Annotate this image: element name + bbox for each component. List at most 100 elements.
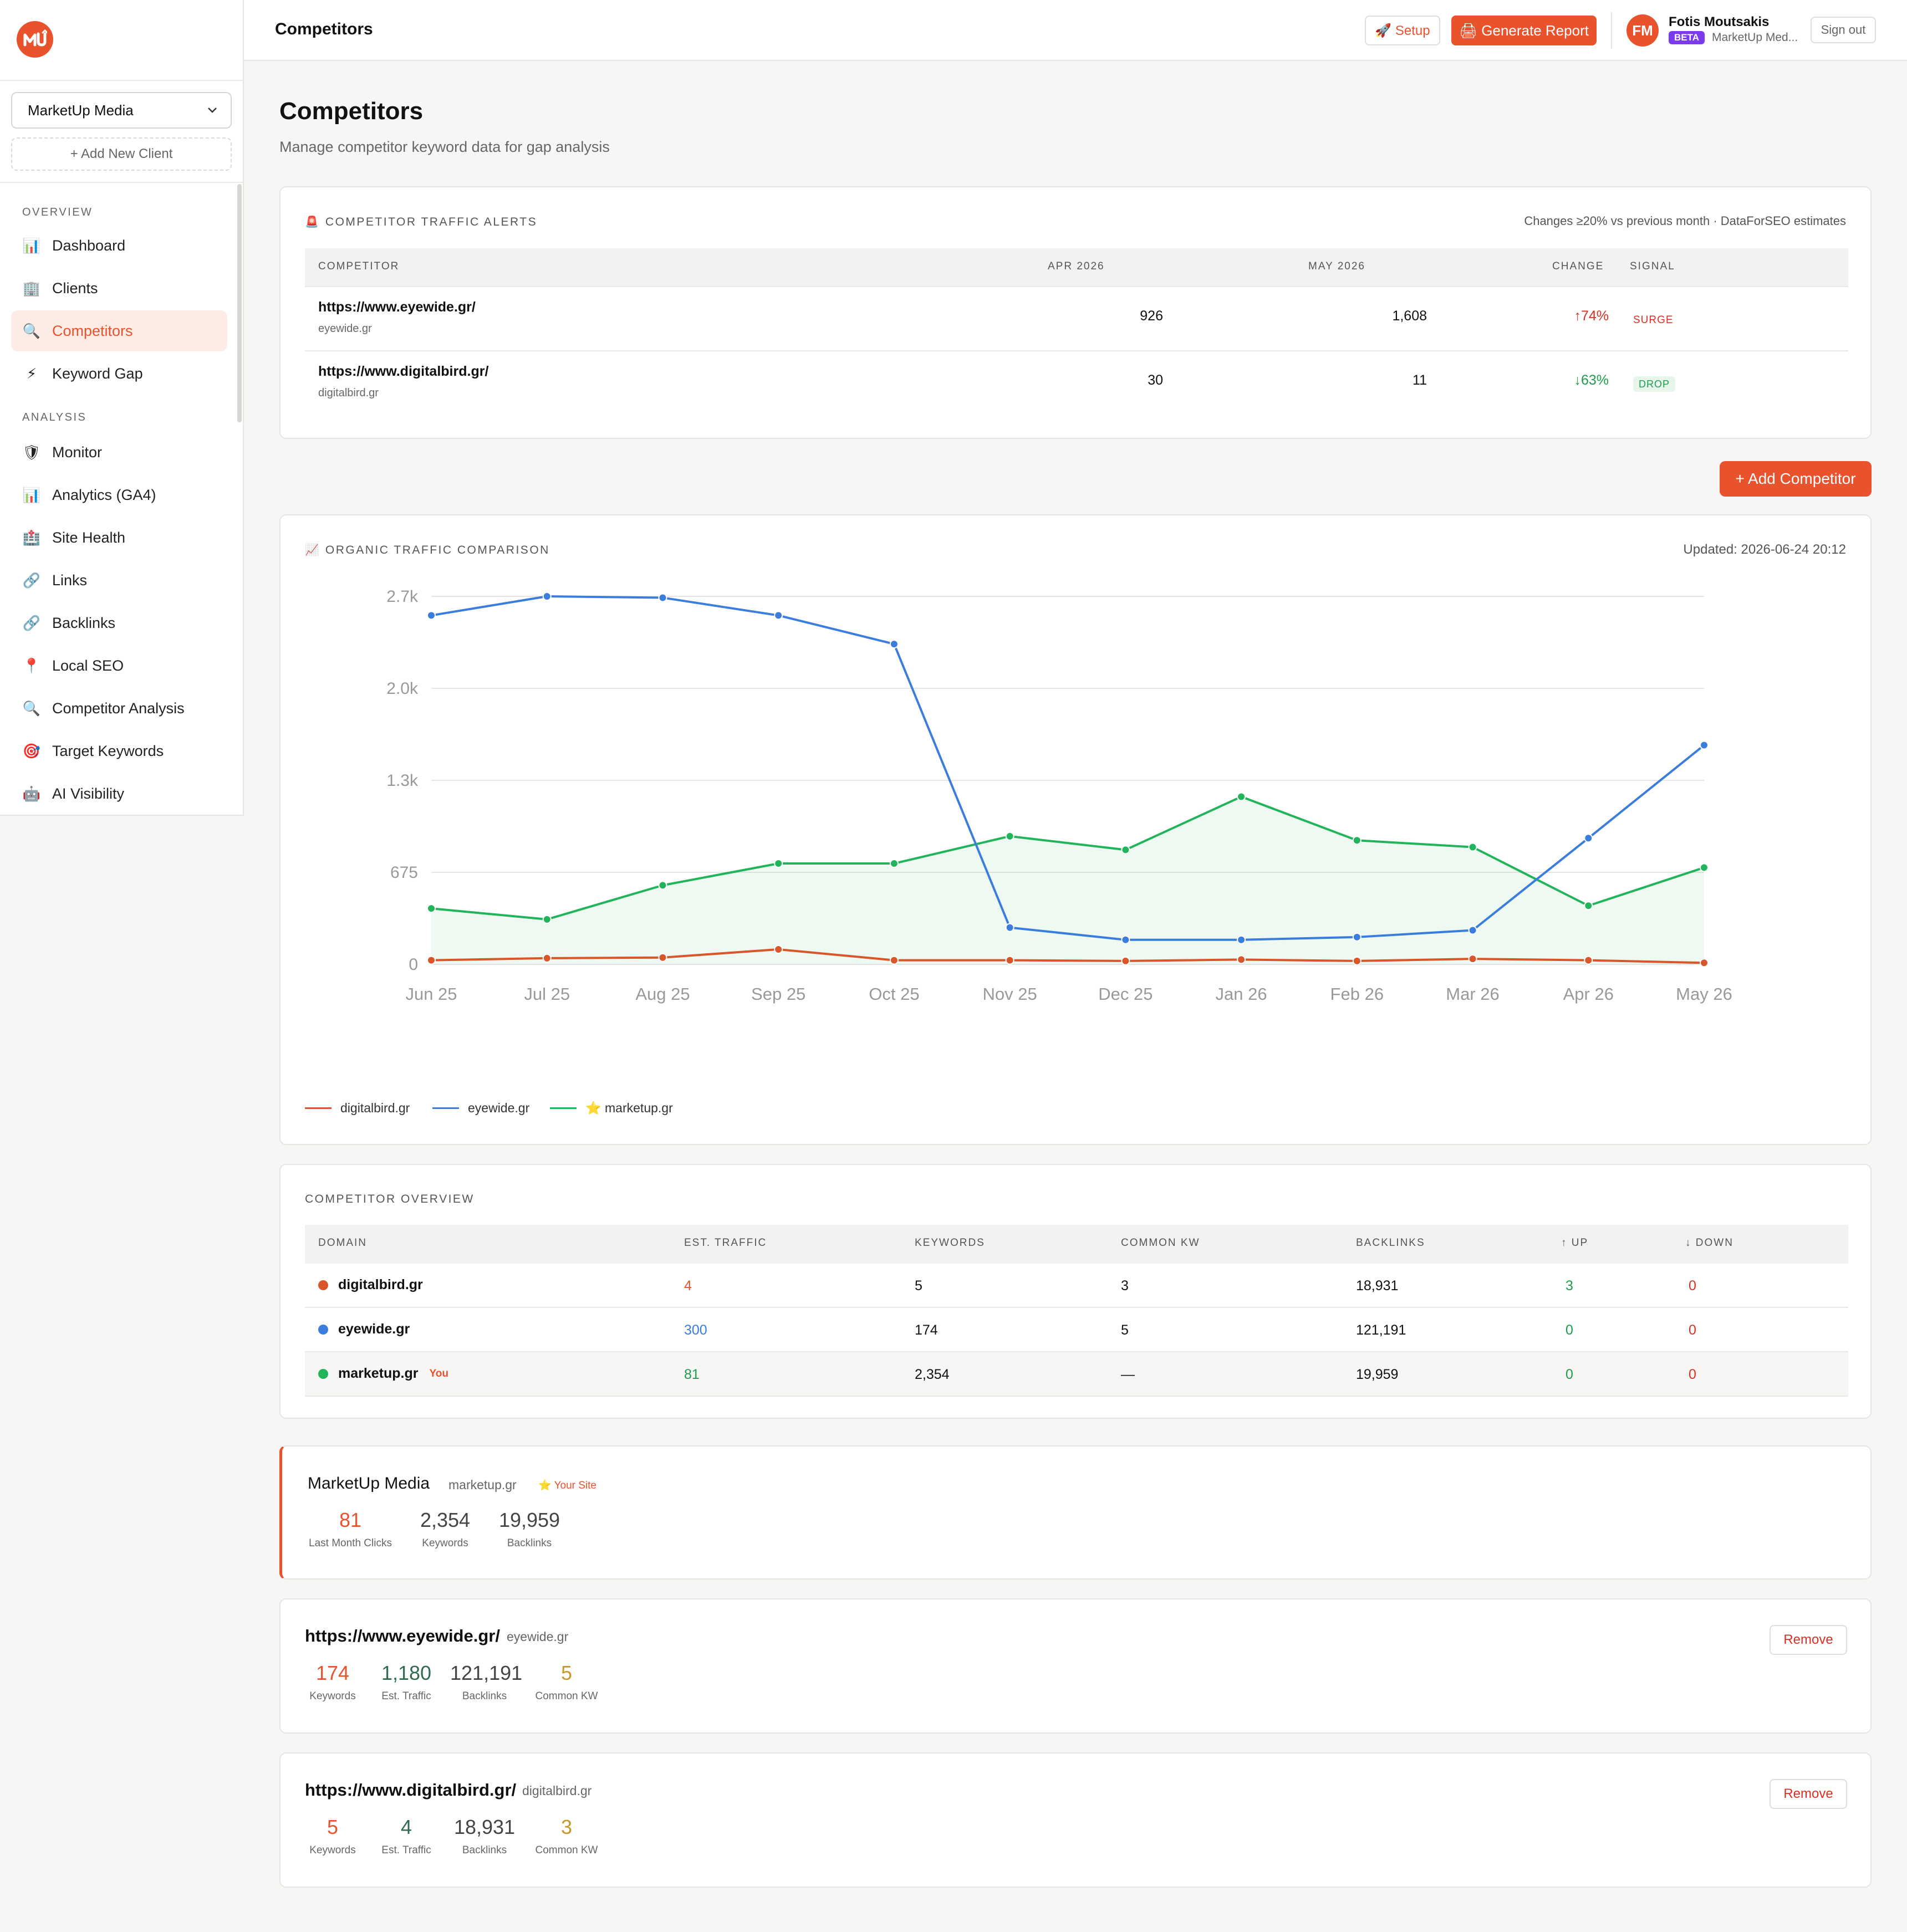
overview-domain: digitalbird.gr [318,1277,434,1293]
own-site-card: MarketUp Media marketup.gr ⭐ Your Site 8… [279,1445,1872,1580]
stat-label: Backlinks [507,1537,552,1549]
legend-item[interactable]: digitalbird.gr [305,1101,410,1116]
page-subtitle: Manage competitor keyword data for gap a… [279,139,610,155]
data-point [1700,958,1709,968]
sidebar-item-monitor[interactable]: 🛡 Monitor [11,432,227,473]
table-row[interactable]: eyewide.gr 300 174 5 121,191 0 0 [305,1308,1848,1352]
beta-badge: BETA [1669,31,1705,44]
competitor-card: https://www.eyewide.gr/ eyewide.gr Remov… [279,1598,1872,1734]
alert-competitor-url[interactable]: https://www.eyewide.gr/ [318,299,476,315]
overview-keywords: 2,354 [915,1367,950,1382]
sidebar-divider [0,182,243,183]
sidebar-item-analytics-ga4[interactable]: 📊 Analytics (GA4) [11,474,227,515]
x-tick-label: Apr 26 [1563,984,1614,1004]
legend-item[interactable]: ⭐ marketup.gr [550,1101,673,1116]
stat-value: 18,931 [453,1816,516,1838]
overview-domain: eyewide.gr [318,1321,421,1337]
sidebar-item-keyword-gap[interactable]: ⚡ Keyword Gap [11,353,227,394]
add-competitor-button[interactable]: + Add Competitor [1720,461,1872,497]
alert-competitor-domain: eyewide.gr [318,323,372,335]
x-tick-label: Mar 26 [1446,984,1499,1004]
alert-signal-badge: DROP [1633,374,1676,392]
data-point [889,859,899,868]
col-competitor: COMPETITOR [318,260,400,272]
alert-change-value: ↑74% [1574,308,1609,324]
avatar[interactable]: FM [1626,14,1659,47]
client-select-value: MarketUp Media [28,101,134,119]
user-org: MarketUp Med... [1712,31,1798,44]
traffic-alerts-card: 🚨 COMPETITOR TRAFFIC ALERTS Changes ≥20%… [279,186,1872,439]
sidebar-item-label: Competitor Analysis [52,699,185,717]
logo-icon[interactable] [17,21,53,58]
legend-swatch [432,1107,459,1109]
page-title: Competitors [279,98,424,125]
sign-out-button[interactable]: Sign out [1811,17,1876,43]
series-color-dot [318,1324,328,1335]
table-row[interactable]: marketup.gr You 81 2,354 — 19,959 0 0 [305,1352,1848,1397]
overview-traffic: 4 [684,1278,692,1294]
legend-item[interactable]: eyewide.gr [432,1101,529,1116]
data-point [1237,792,1246,801]
sidebar-item-label: Clients [52,279,98,297]
sidebar-item-local-seo[interactable]: 📍 Local SEO [11,645,227,686]
hospital-icon: 🏥 [22,529,41,546]
add-new-client-button[interactable]: + Add New Client [11,137,232,171]
generate-report-button[interactable]: 🖨 Generate Report [1451,16,1597,45]
sidebar-item-clients[interactable]: 🏢 Clients [11,268,227,309]
series-line-eyewide-gr [431,595,1705,941]
competitor-card: https://www.digitalbird.gr/ digitalbird.… [279,1752,1872,1888]
sidebar-item-competitor-analysis[interactable]: 🔍 Competitor Analysis [11,688,227,729]
client-select[interactable]: MarketUp Media [11,92,232,129]
sidebar-item-target-keywords[interactable]: 🎯 Target Keywords [11,730,227,771]
legend-swatch [550,1107,577,1109]
alert-signal-badge: SURGE [1633,309,1674,327]
overview-heading: COMPETITOR OVERVIEW [305,1193,475,1205]
sidebar-item-site-health[interactable]: 🏥 Site Health [11,517,227,558]
data-point [1584,955,1593,965]
remove-competitor-button[interactable]: Remove [1770,1625,1847,1655]
table-row[interactable]: digitalbird.gr 4 5 3 18,931 3 0 [305,1264,1848,1308]
x-tick-label: Nov 25 [983,984,1037,1004]
sidebar-item-dashboard[interactable]: 📊 Dashboard [11,225,227,266]
data-point [774,944,783,954]
sidebar-item-label: Analytics (GA4) [52,486,156,503]
data-point [658,953,667,962]
overview-common-kw: 3 [1121,1278,1129,1294]
sidebar-item-links[interactable]: 🔗 Links [11,560,227,601]
sidebar-item-label: Links [52,571,88,589]
competitor-url[interactable]: https://www.eyewide.gr/ [305,1626,500,1645]
alerts-heading-text: COMPETITOR TRAFFIC ALERTS [325,215,538,228]
overview-domain-text: digitalbird.gr [338,1277,423,1292]
setup-button[interactable]: 🚀 Setup [1365,16,1440,45]
building-icon: 🏢 [22,279,41,297]
data-point [774,611,783,620]
sidebar-item-label: Target Keywords [52,742,164,759]
data-point [542,592,552,601]
row-divider [305,1307,1848,1308]
stat-label: Keywords [422,1537,468,1549]
overview-up: 0 [1566,1322,1573,1338]
overview-backlinks: 121,191 [1356,1322,1406,1338]
x-tick-label: Aug 25 [635,984,690,1004]
competitor-domain: digitalbird.gr [522,1783,592,1798]
sidebar-item-ai-visibility[interactable]: 🤖 AI Visibility [11,773,227,814]
own-site-name: MarketUp Media [308,1474,430,1493]
sidebar-item-competitors[interactable]: 🔍 Competitors [11,310,227,351]
data-point [889,640,899,649]
own-site-domain: marketup.gr [448,1478,517,1492]
remove-competitor-button[interactable]: Remove [1770,1779,1847,1809]
stat-label: Keywords [309,1690,356,1702]
sidebar-scrollbar[interactable] [237,184,242,422]
alerts-note: Changes ≥20% vs previous month · DataFor… [1524,214,1846,228]
sidebar-item-backlinks[interactable]: 🔗 Backlinks [11,602,227,643]
data-point [1468,842,1477,852]
competitor-url[interactable]: https://www.digitalbird.gr/ [305,1780,517,1800]
sidebar-item-label: Keyword Gap [52,365,143,382]
stat-value: 174 [315,1662,350,1684]
alert-competitor-url[interactable]: https://www.digitalbird.gr/ [318,364,489,379]
col-backlinks: BACKLINKS [1356,1237,1425,1249]
alert-apr-value: 30 [1148,372,1163,388]
stat-value: 2,354 [420,1509,471,1531]
series-line-marketup-gr [431,795,1705,921]
stat-label: Common KW [535,1844,598,1856]
